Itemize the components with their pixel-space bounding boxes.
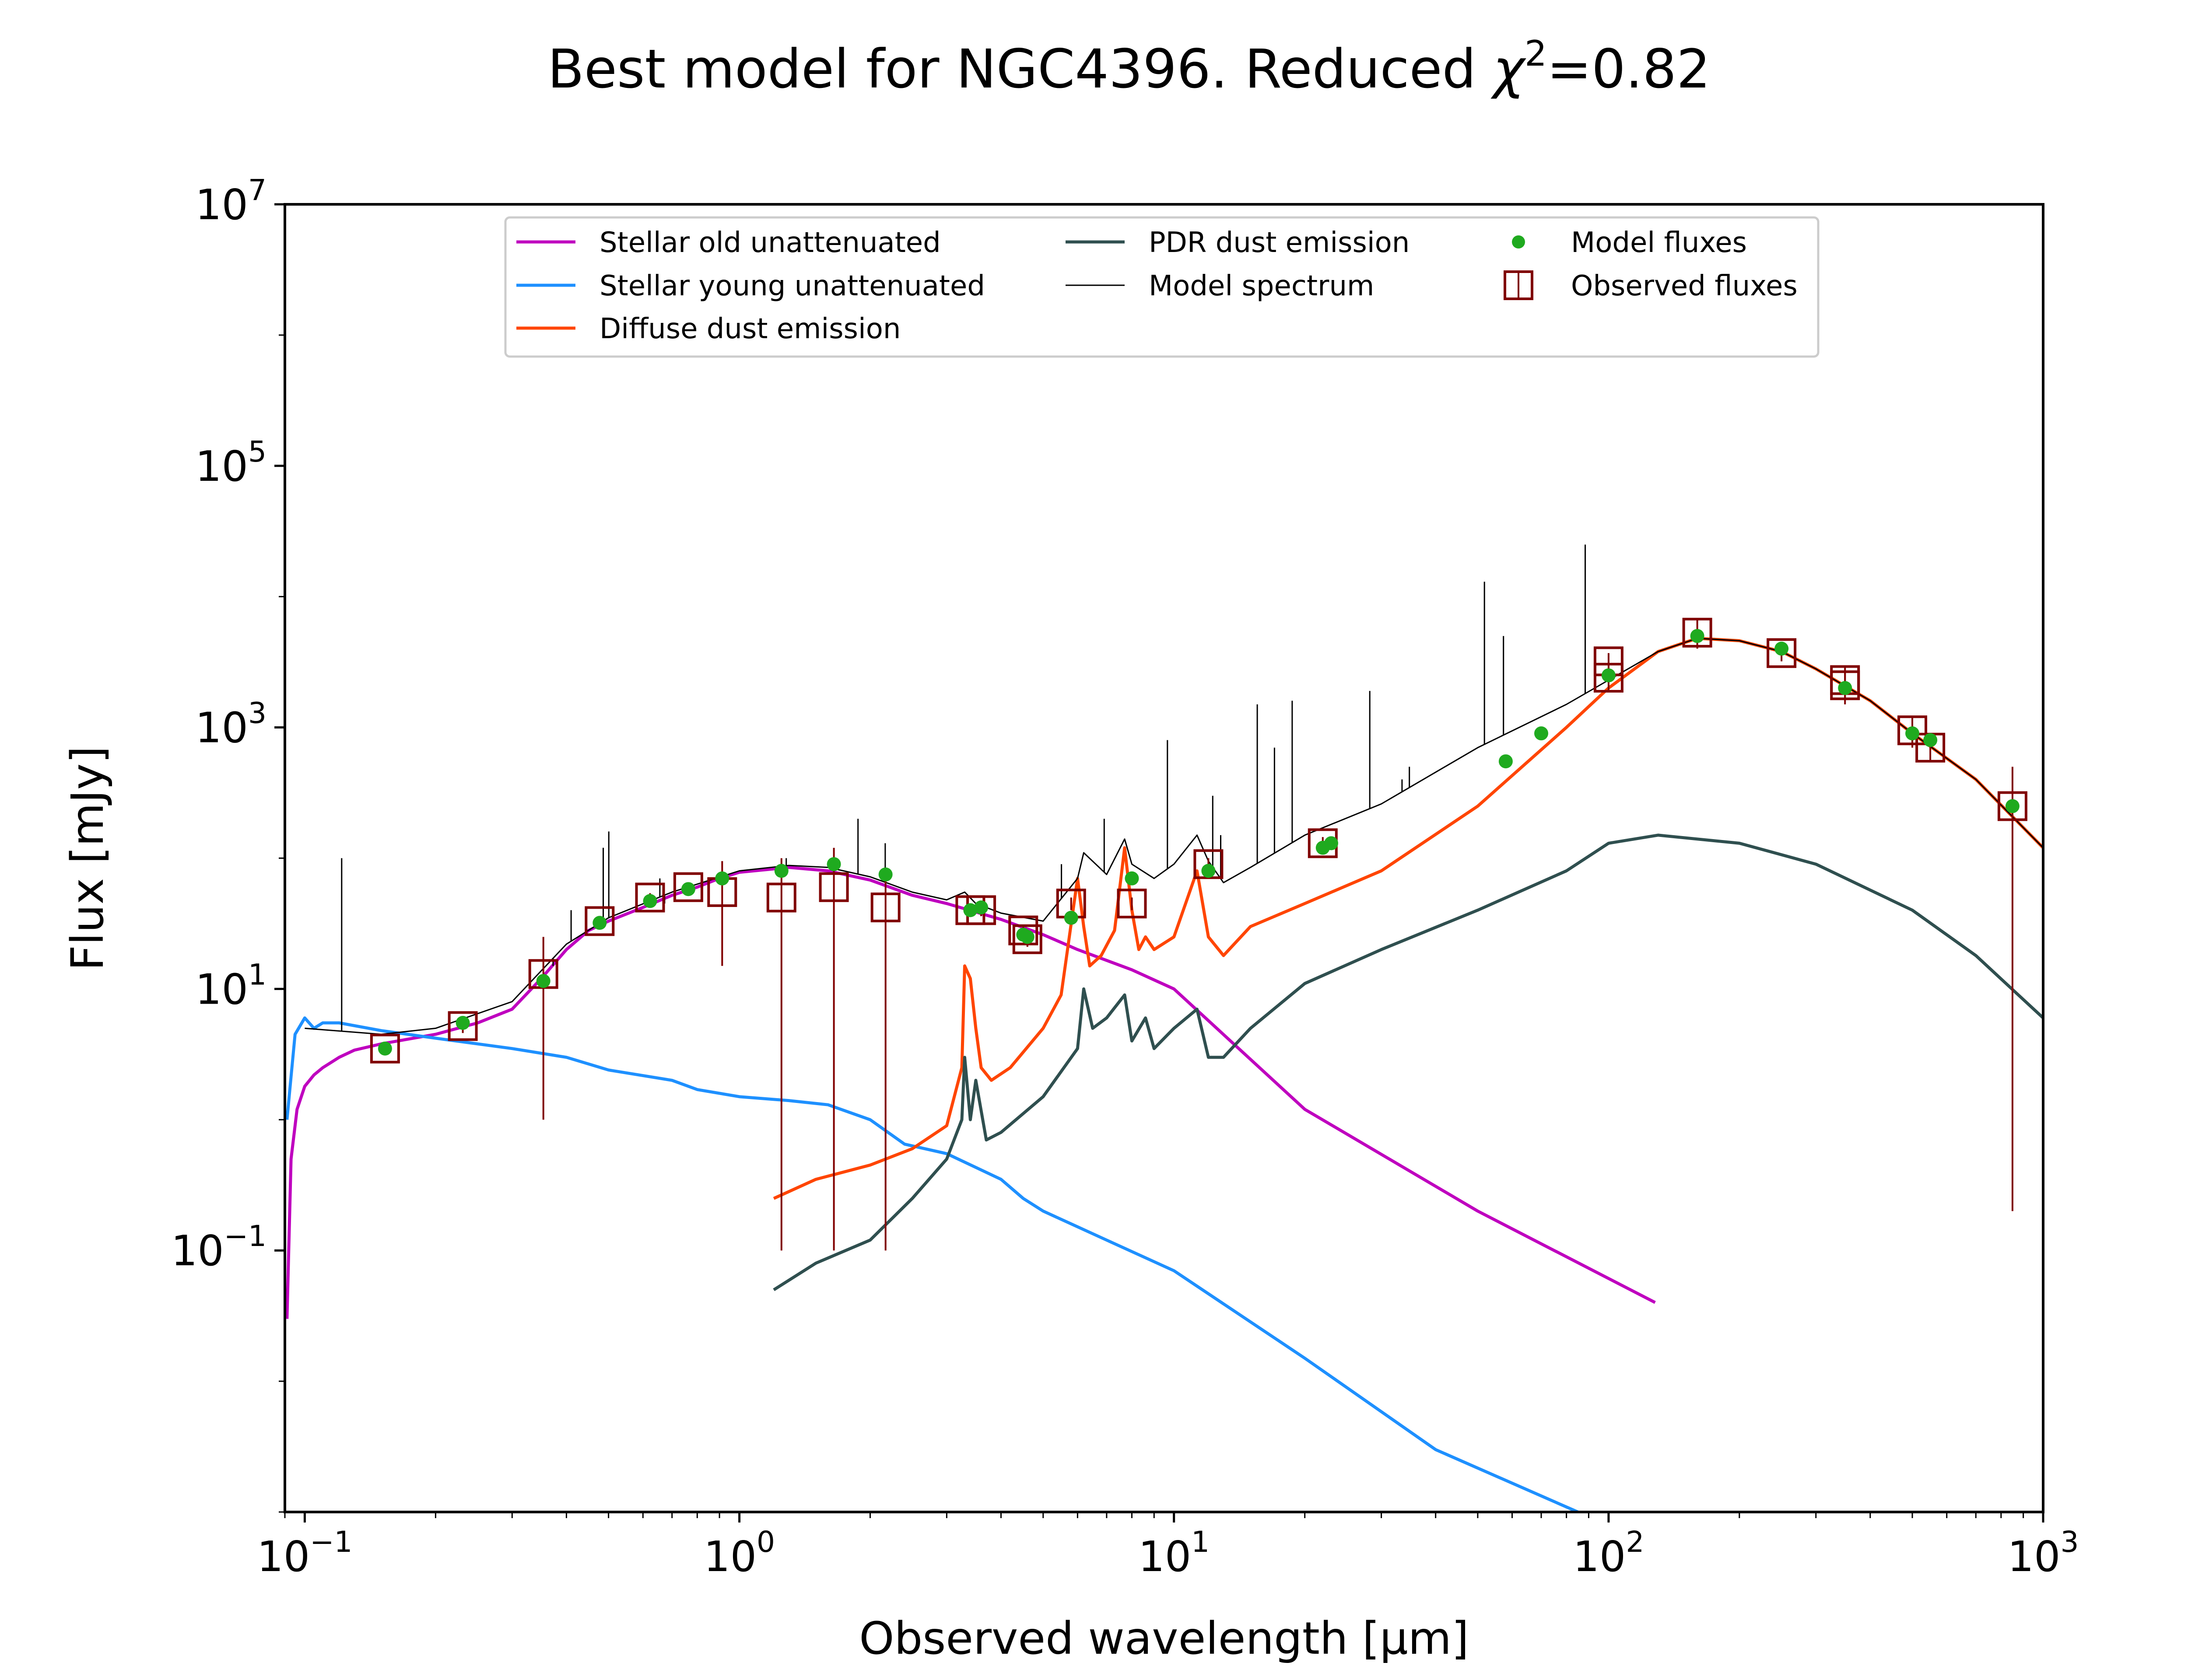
series-line-stellar-old-unattenuated: [285, 866, 1656, 1319]
observed-flux-marker: [370, 1033, 400, 1064]
model-flux-point: [774, 864, 789, 878]
observed-flux-marker: [819, 872, 849, 902]
model-flux-point: [1125, 871, 1139, 886]
legend: Stellar old unattenuated Stellar young un…: [504, 216, 1820, 358]
legend-item-stellar-old-unattenuated: Stellar old unattenuated: [516, 227, 941, 259]
legend-label: Model spectrum: [1149, 270, 1374, 302]
series-line-stellar-young-unattenuated: [285, 1016, 1579, 1512]
legend-item-pdr-dust-emission: PDR dust emission: [1066, 227, 1410, 259]
model-flux-point: [1690, 629, 1704, 643]
model-flux-point: [1923, 733, 1938, 747]
observed-flux-marker: [1897, 715, 1927, 746]
y-tick-label: 103: [195, 696, 266, 752]
legend-label: Stellar young unattenuated: [600, 270, 985, 302]
observed-flux-marker: [635, 882, 665, 913]
model-flux-point: [1774, 641, 1789, 656]
model-flux-point: [963, 903, 978, 917]
y-tick-label: 10−1: [171, 1219, 266, 1275]
model-flux-point: [715, 871, 729, 886]
model-flux-point: [1064, 910, 1078, 925]
observed-flux-marker: [766, 882, 796, 913]
observed-flux-marker: [1593, 663, 1623, 693]
marks-layer: [370, 618, 2027, 1251]
x-tick-label: 100: [704, 1525, 775, 1581]
y-axis-label: Flux [mJy]: [62, 746, 114, 971]
legend-box: [504, 216, 1820, 358]
x-tick-label: 10−1: [257, 1525, 352, 1581]
model-flux-point: [456, 1016, 470, 1030]
x-tick-label: 102: [1573, 1525, 1644, 1581]
legend-swatch: [1512, 235, 1525, 248]
observed-flux-marker: [1767, 638, 1797, 668]
legend-label: Model fluxes: [1571, 227, 1747, 259]
model-flux-point: [1905, 726, 1919, 741]
legend-item-stellar-young-unattenuated: Stellar young unattenuated: [516, 270, 985, 302]
model-flux-point: [974, 900, 989, 915]
series-line-model-spectrum: [305, 637, 2043, 1035]
model-flux-point: [1324, 836, 1338, 850]
legend-item-model-spectrum: Model spectrum: [1066, 270, 1374, 302]
y-tick-label: 105: [195, 435, 266, 491]
y-tick-label: 101: [195, 958, 266, 1014]
series-layer: [285, 544, 2043, 1512]
model-flux-point: [536, 974, 551, 988]
x-axis-label: Observed wavelength [μm]: [859, 1613, 1469, 1665]
model-flux-point: [1838, 681, 1852, 695]
model-flux-point: [681, 882, 695, 896]
x-tick-label: 103: [2008, 1525, 2079, 1581]
observed-flux-marker: [870, 892, 901, 923]
legend-label: Stellar old unattenuated: [600, 227, 941, 259]
model-flux-point: [643, 894, 657, 908]
observed-flux-marker: [1682, 618, 1712, 648]
model-flux-point: [827, 857, 841, 872]
observed-flux-marker: [1008, 915, 1038, 945]
legend-item-observed-fluxes: Observed fluxes: [1504, 270, 1798, 302]
observed-flux-marker: [448, 1011, 478, 1041]
observed-flux-marker: [1117, 889, 1147, 919]
chart-title: Best model for NGC4396. Reduced χ2=0.82: [547, 33, 1711, 100]
legend-entries: Stellar old unattenuated Stellar young un…: [516, 227, 1798, 345]
legend-item-diffuse-dust-emission: Diffuse dust emission: [516, 313, 901, 345]
legend-swatch: [1504, 270, 1533, 300]
legend-label: Observed fluxes: [1571, 270, 1798, 302]
model-flux-point: [878, 867, 893, 882]
model-flux-point: [378, 1041, 392, 1056]
model-flux-point: [1601, 668, 1616, 682]
x-tick-label: 101: [1138, 1525, 1210, 1581]
observed-flux-marker: [1012, 924, 1042, 954]
series-line-pdr-dust-emission: [773, 833, 2043, 1292]
y-tick-label: 107: [195, 173, 266, 229]
model-flux-point: [2005, 799, 2020, 813]
model-flux-point: [1020, 930, 1034, 944]
axis-ticks: 10−1 100 101 102 103 10−1 101 103 105 107: [171, 173, 2079, 1581]
observed-flux-marker: [585, 906, 615, 936]
legend-label: PDR dust emission: [1149, 227, 1410, 259]
observed-flux-marker: [1997, 791, 2027, 821]
legend-item-model-fluxes: Model fluxes: [1512, 227, 1747, 259]
model-flux-point: [593, 916, 607, 930]
observed-flux-marker: [1830, 670, 1860, 700]
model-flux-point: [1534, 726, 1548, 741]
model-flux-point: [1201, 864, 1216, 878]
observed-flux-marker: [673, 872, 703, 902]
model-flux-point: [1498, 754, 1513, 769]
legend-label: Diffuse dust emission: [600, 313, 901, 345]
